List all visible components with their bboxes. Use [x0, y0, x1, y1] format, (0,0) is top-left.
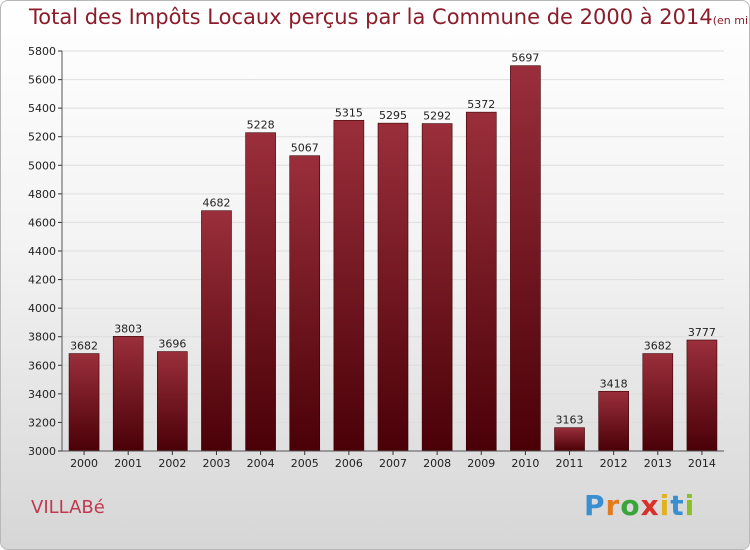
logo-letter: o: [620, 489, 641, 522]
y-tick-label: 4200: [28, 274, 56, 287]
bar-value-label: 3682: [70, 340, 98, 353]
x-tick-label: 2012: [600, 457, 628, 470]
bar-value-label: 4682: [202, 197, 230, 210]
y-tick-label: 5400: [28, 102, 56, 115]
logo-letter: P: [584, 489, 606, 522]
bar-value-label: 3696: [158, 338, 186, 351]
y-tick-label: 5200: [28, 131, 56, 144]
bar-value-label: 3418: [600, 377, 628, 390]
logo-letter: i: [684, 489, 696, 522]
x-tick-label: 2001: [114, 457, 142, 470]
proxiti-logo[interactable]: Proxiti: [584, 489, 695, 522]
y-tick-label: 5600: [28, 74, 56, 87]
logo-letter: i: [659, 489, 671, 522]
logo-letter: t: [670, 489, 685, 522]
y-tick-label: 4400: [28, 245, 56, 258]
y-tick-label: 3400: [28, 388, 56, 401]
x-tick-label: 2011: [556, 457, 584, 470]
bar: [686, 339, 718, 452]
bar-value-label: 5315: [335, 106, 363, 119]
bar-value-label: 3777: [688, 326, 716, 339]
logo-letter: r: [605, 489, 621, 522]
bar: [112, 335, 144, 452]
x-tick-label: 2008: [423, 457, 451, 470]
x-tick-label: 2002: [158, 457, 186, 470]
bar: [289, 155, 321, 452]
bar-value-label: 5697: [511, 52, 539, 65]
bar: [598, 390, 629, 452]
bar: [642, 353, 674, 452]
x-tick-label: 2007: [379, 457, 407, 470]
bar: [377, 122, 409, 452]
bar: [68, 353, 100, 452]
chart-title-main: Total des Impôts Locaux perçus par la Co…: [29, 5, 713, 29]
bar: [201, 210, 232, 452]
bar-value-label: 5228: [247, 119, 275, 132]
bar-value-label: 3163: [556, 414, 584, 427]
commune-name: VILLABé: [31, 497, 105, 518]
bar-value-label: 5292: [423, 110, 451, 123]
y-tick-label: 3000: [28, 445, 56, 458]
chart-title-unit: (en milliers d'€): [712, 14, 749, 27]
x-tick-label: 2003: [202, 457, 230, 470]
bar: [245, 132, 276, 452]
x-tick-label: 2005: [291, 457, 319, 470]
x-tick-label: 2010: [511, 457, 539, 470]
bar-value-label: 3682: [644, 340, 672, 353]
x-tick-label: 2004: [247, 457, 275, 470]
x-tick-label: 2009: [467, 457, 495, 470]
bar: [465, 111, 497, 452]
bar-value-label: 3803: [114, 322, 142, 335]
x-tick-label: 2014: [688, 457, 716, 470]
bar: [157, 351, 188, 452]
x-tick-label: 2013: [644, 457, 672, 470]
bar: [333, 119, 365, 452]
y-tick-label: 4600: [28, 216, 56, 229]
y-tick-label: 4800: [28, 188, 56, 201]
x-tick-label: 2000: [70, 457, 98, 470]
y-tick-label: 3600: [28, 359, 56, 372]
bar: [554, 427, 585, 452]
y-tick-label: 4000: [28, 302, 56, 315]
bar: [421, 123, 453, 452]
y-tick-label: 3200: [28, 416, 56, 429]
y-tick-label: 5000: [28, 159, 56, 172]
chart-title: Total des Impôts Locaux perçus par la Co…: [29, 5, 749, 29]
x-tick-label: 2006: [335, 457, 363, 470]
bar: [510, 65, 541, 452]
y-tick-label: 3800: [28, 331, 56, 344]
bar-value-label: 5067: [291, 142, 319, 155]
bar-value-label: 5372: [467, 98, 495, 111]
y-tick-label: 5800: [28, 45, 56, 58]
bar-value-label: 5295: [379, 109, 407, 122]
logo-letter: x: [640, 489, 660, 522]
